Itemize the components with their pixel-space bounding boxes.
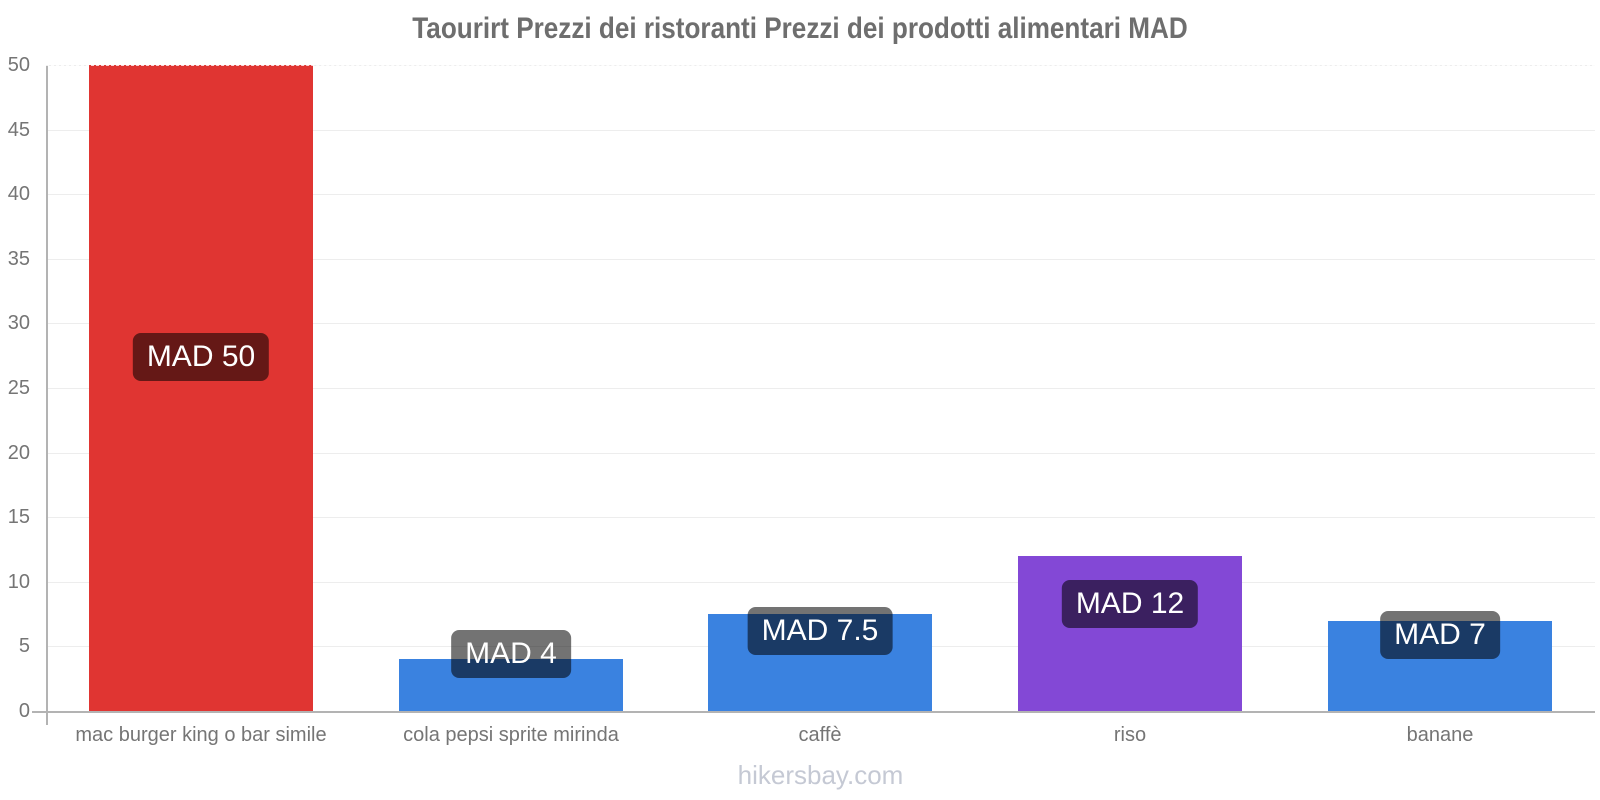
- x-category-label-1: mac burger king o bar simile: [75, 724, 327, 746]
- y-tick-label-50: 50: [7, 54, 30, 76]
- gridline-20: [46, 452, 1595, 454]
- bar-value-label-4: MAD 12: [1061, 579, 1199, 628]
- chart-title: Taourirt Prezzi dei ristoranti Prezzi de…: [412, 12, 1188, 45]
- gridline-45: [46, 129, 1595, 131]
- y-tick-label-35: 35: [7, 247, 30, 270]
- y-tick-label-20: 20: [7, 441, 30, 464]
- y-tick-label-30: 30: [7, 312, 30, 335]
- y-tick-label-40: 40: [7, 183, 30, 206]
- y-tick-label-15: 15: [7, 506, 30, 529]
- x-category-label-2: cola pepsi sprite mirinda: [403, 724, 619, 746]
- y-tick-label-25: 25: [7, 377, 30, 399]
- x-category-label-5: banane: [1406, 724, 1474, 746]
- y-axis-line: [46, 65, 48, 725]
- footer-watermark: hikersbay.com: [737, 760, 904, 790]
- y-tick-label-10: 10: [7, 570, 30, 593]
- gridline-25: [46, 388, 1595, 389]
- bar-value-label-5: MAD 7: [1380, 610, 1500, 659]
- gridline-35: [46, 258, 1595, 260]
- gridline-40: [46, 194, 1595, 196]
- x-category-label-4: riso: [1113, 724, 1147, 746]
- y-tick-label-5: 5: [18, 635, 30, 658]
- top-gridline-dash: [46, 65, 1595, 66]
- bar-value-label-2: MAD 4: [451, 630, 571, 679]
- y-tick-label-45: 45: [7, 118, 30, 141]
- gridline-10: [46, 581, 1595, 583]
- gridline-30: [46, 323, 1595, 325]
- zero-tick-mark: [32, 711, 46, 713]
- bar-value-label-1: MAD 50: [132, 333, 270, 381]
- x-category-label-3: caffè: [798, 724, 842, 746]
- bar-value-label-3: MAD 7.5: [747, 607, 893, 656]
- bar-1[interactable]: [89, 65, 313, 711]
- x-axis-line: [46, 711, 1595, 713]
- gridline-15: [46, 517, 1595, 519]
- y-tick-label-0: 0: [18, 700, 30, 722]
